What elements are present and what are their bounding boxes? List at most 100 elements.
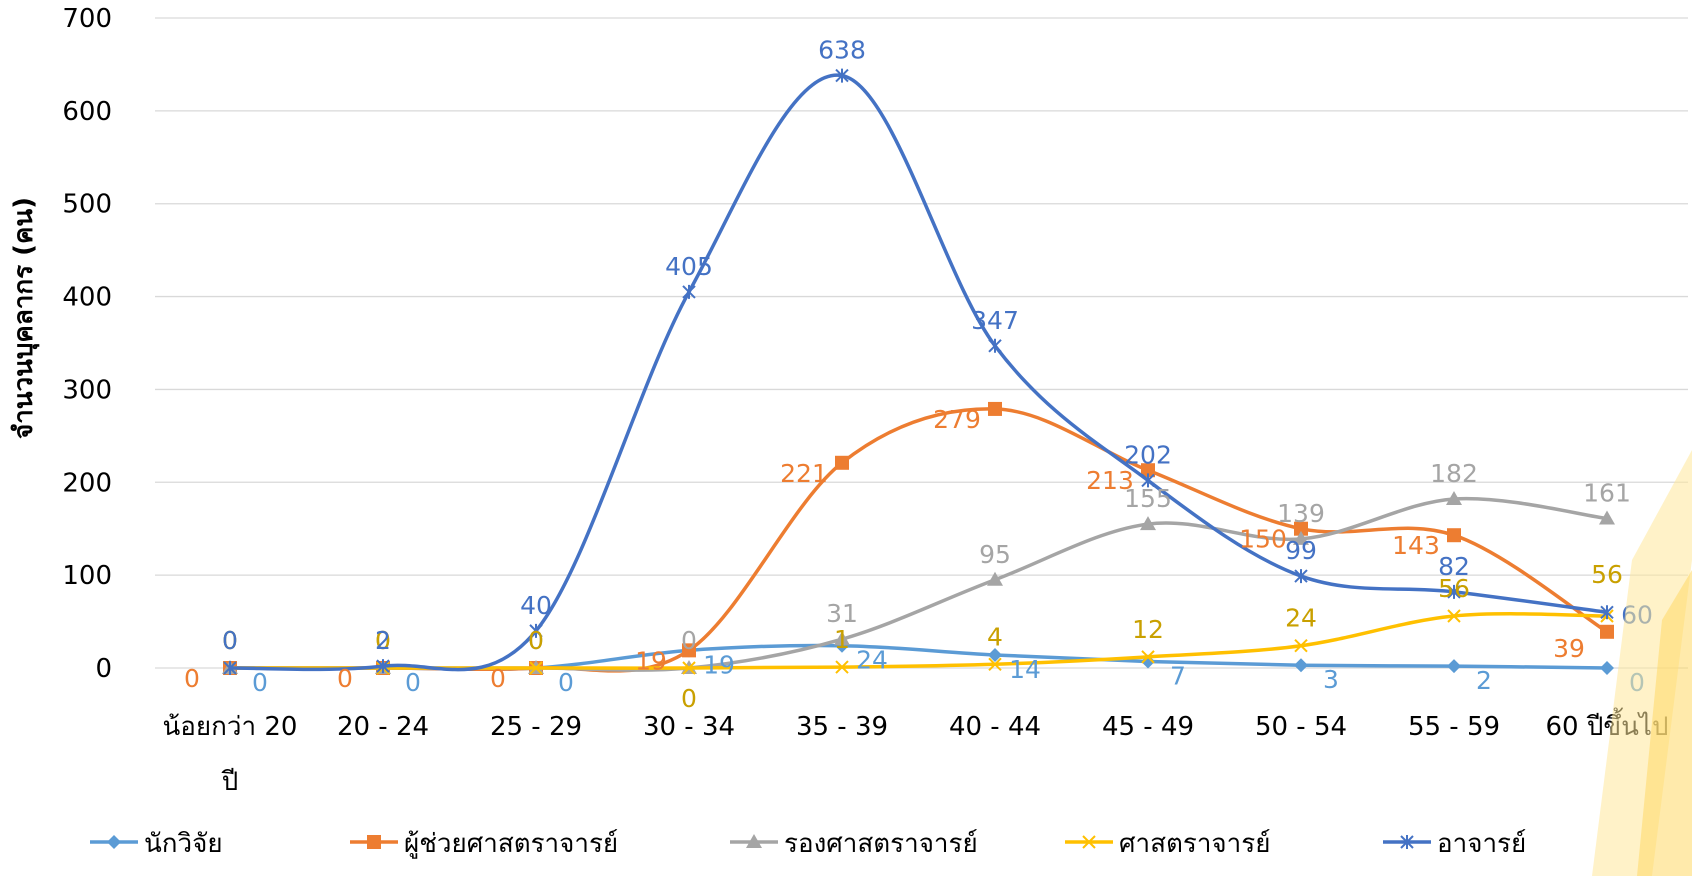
data-label: 40 [520,591,552,620]
data-point [834,631,850,646]
data-point [682,661,696,675]
data-label: 7 [1170,662,1186,691]
legend-label: อาจารย์ [1437,829,1526,859]
y-tick-label: 600 [62,97,112,127]
data-point [1141,650,1155,664]
data-label: 0 [222,626,238,655]
data-point [1446,491,1462,505]
series-line [229,73,1608,672]
legend-label: ผู้ช่วยศาสตราจารย์ [404,829,618,859]
y-tick-label: 500 [62,190,112,220]
data-point [1293,530,1309,545]
series-line [230,496,1608,672]
data-label: 0 [184,664,200,693]
data-point [529,661,543,675]
y-tick-label: 0 [95,654,112,684]
x-tick-label: 40 - 44 [949,712,1041,742]
data-label: 14 [1009,655,1041,684]
data-label: 347 [971,306,1019,335]
legend-label: รองศาสตราจารย์ [784,829,978,859]
data-label: 0 [1629,668,1645,697]
data-point [1294,569,1308,584]
data-point [1294,521,1308,536]
x-tick-label: น้อยกว่า 20 ปี [163,712,298,797]
data-label: 0 [337,664,353,693]
data-label: 0 [558,668,574,697]
data-label: 161 [1583,479,1631,508]
data-point [835,455,849,470]
x-tick-label: 25 - 29 [490,712,582,742]
data-point [1447,528,1461,543]
data-point [682,643,696,658]
y-tick-label: 100 [62,561,112,591]
data-point [1294,639,1308,653]
data-point [529,623,543,638]
data-label: 19 [635,646,667,675]
data-label: 0 [375,626,391,655]
data-point [1600,661,1614,675]
data-label: 279 [933,405,981,434]
data-point [987,571,1003,586]
data-point [1141,473,1155,488]
series-lines [222,68,1615,675]
data-label: 19 [703,650,735,679]
data-point [835,68,849,83]
data-point [988,657,1002,671]
data-label: 2 [375,626,391,655]
data-label: 638 [818,36,866,65]
data-label: 2 [1476,666,1492,695]
data-label: 0 [375,626,391,655]
data-point [1082,835,1096,849]
data-point [988,338,1002,353]
data-label: 155 [1124,484,1172,513]
data-label: 139 [1277,499,1325,528]
data-label: 0 [681,684,697,713]
data-label: 3 [1323,665,1339,694]
data-point [1447,584,1461,599]
data-point [367,835,381,849]
legend-label: ศาสตราจารย์ [1119,829,1270,859]
x-tick-label: 55 - 59 [1408,712,1500,742]
data-point [223,661,237,675]
data-label: 202 [1124,440,1172,469]
y-tick-label: 300 [62,375,112,405]
data-point [1447,659,1461,674]
x-tick-label: 60 ปีขึ้นไป [1546,707,1669,742]
data-label: 12 [1132,615,1164,644]
data-point [835,660,849,674]
data-label: 0 [222,626,238,655]
data-label: 24 [1285,604,1317,633]
data-label: 221 [780,459,828,488]
series-line [230,612,1608,670]
data-point [988,401,1002,416]
data-label: 143 [1392,531,1440,560]
data-label: 182 [1430,459,1478,488]
data-label: 24 [856,646,888,675]
data-point [376,659,390,674]
data-point [1294,658,1308,673]
data-label: 95 [979,540,1011,569]
y-tick-label: 400 [62,283,112,313]
data-point [1600,624,1614,639]
data-label: 0 [528,626,544,655]
y-axis-ticks: 0 100 200 300 400 500 600 700 [62,4,112,684]
legend-label: นักวิจัย [144,829,223,859]
x-tick-label: 45 - 49 [1102,712,1194,742]
data-label: 405 [665,252,713,281]
data-label: 31 [826,599,858,628]
data-point [746,834,762,848]
data-label: 4 [987,622,1003,651]
grid-lines [155,17,1688,669]
data-label: 56 [1591,560,1623,589]
data-point [1141,463,1155,478]
y-axis-title: จำนวนบุคลากร (คน) [9,197,40,439]
legend: นักวิจัย ผู้ช่วยศาสตราจารย์ รองศาสตราจารย์… [90,829,1526,859]
data-point [1447,609,1461,623]
data-label: 0 [528,626,544,655]
data-label: 1 [834,625,850,654]
data-point [1400,835,1414,849]
x-tick-label: 30 - 34 [643,712,735,742]
data-label: 56 [1438,574,1470,603]
